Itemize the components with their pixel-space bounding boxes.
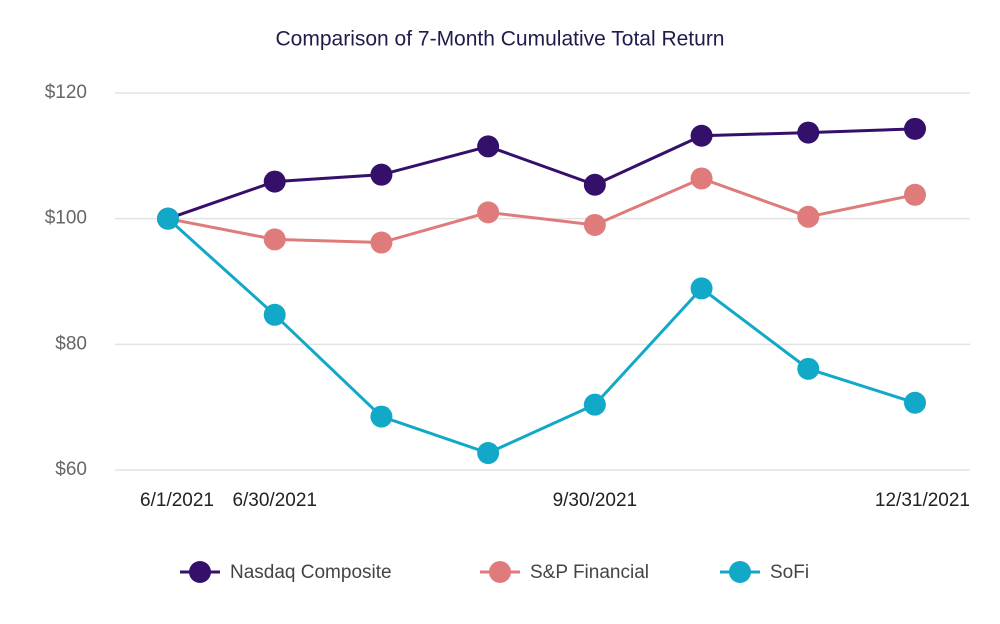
data-point [263,170,286,193]
data-point [477,201,500,224]
data-point [370,231,393,254]
x-tick-label: 6/1/2021 [140,490,214,511]
x-tick-label: 12/31/2021 [875,490,970,511]
series-line [166,217,916,455]
data-point [477,442,500,465]
data-point [904,391,926,414]
y-tick-label: $120 [45,82,87,103]
data-point [583,173,606,196]
data-point [904,183,926,206]
data-point [477,135,500,158]
y-tick-label: $80 [55,333,87,354]
data-point [370,405,393,428]
legend-label: Nasdaq Composite [230,562,392,583]
data-point [690,167,713,190]
data-point [797,205,820,228]
data-point [370,163,393,186]
data-point [797,357,820,380]
y-tick-label: $60 [55,459,87,480]
x-tick-label: 9/30/2021 [553,490,638,511]
legend-label: SoFi [770,562,809,583]
x-tick-label: 6/30/2021 [232,490,317,511]
data-point [690,124,713,147]
data-point [690,277,713,300]
data-point [583,393,606,416]
data-point [904,117,926,140]
legend-marker [729,561,751,583]
chart-title: Comparison of 7-Month Cumulative Total R… [276,28,725,51]
legend-label: S&P Financial [530,562,649,583]
legend-marker [489,561,511,583]
data-point [263,303,286,326]
y-tick-label: $100 [45,208,87,229]
data-point [583,213,606,236]
legend-marker [189,561,211,583]
series-line [167,176,916,245]
data-point [797,121,820,144]
data-point [263,228,286,251]
series-line [167,127,916,221]
data-point [157,207,179,230]
